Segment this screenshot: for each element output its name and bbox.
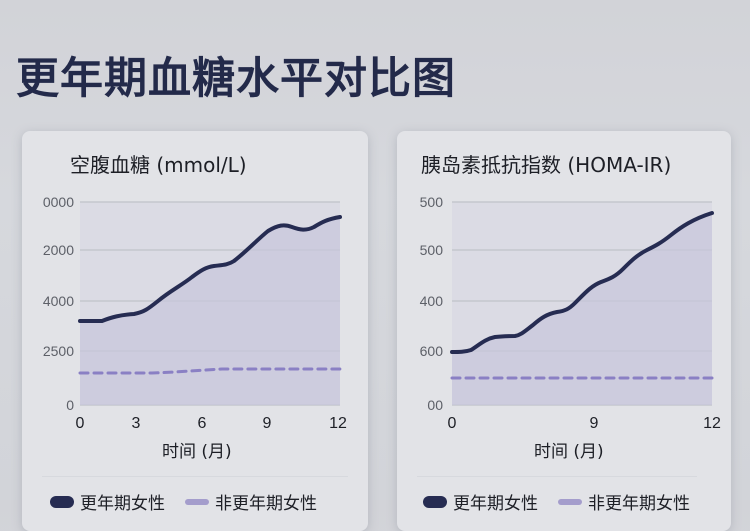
svg-text:0: 0 <box>448 415 457 432</box>
legend-item-menopause: 更年期女性 <box>50 489 165 514</box>
svg-text:12: 12 <box>329 415 347 432</box>
non-menopause-swatch-icon <box>558 498 582 505</box>
svg-text:9: 9 <box>590 415 599 432</box>
y-axis-ticks: 500 500 400 600 00 <box>420 194 444 413</box>
svg-text:4000: 4000 <box>43 293 74 309</box>
svg-text:2000: 2000 <box>43 242 74 258</box>
svg-text:3: 3 <box>132 415 141 432</box>
svg-text:600: 600 <box>420 343 444 359</box>
x-axis-ticks: 0 9 12 <box>448 415 721 432</box>
legend: 更年期女性 非更年期女性 <box>50 489 329 514</box>
chart-title: 空腹血糖 (mmol/L) <box>70 153 247 177</box>
svg-text:2500: 2500 <box>43 343 74 359</box>
svg-text:6: 6 <box>198 415 207 432</box>
fasting-glucose-chart: 0000 2000 4000 2500 0 0 3 6 9 12 <box>43 194 347 432</box>
divider <box>42 476 348 477</box>
chart-title: 胰岛素抵抗指数 (HOMA-IR) <box>421 153 672 177</box>
menopause-area <box>80 217 340 405</box>
menopause-line <box>78 215 342 323</box>
legend: 更年期女性 非更年期女性 <box>423 489 702 514</box>
menopause-line <box>450 211 714 354</box>
menopause-swatch-icon <box>50 495 74 508</box>
svg-text:12: 12 <box>703 415 721 432</box>
fasting-glucose-card: 空腹血糖 (mmol/L) 0000 2000 4000 2500 0 0 3 … <box>22 131 368 531</box>
svg-text:500: 500 <box>420 242 444 258</box>
legend-item-menopause: 更年期女性 <box>423 489 538 514</box>
legend-label: 非更年期女性 <box>588 494 690 514</box>
legend-item-non-menopause: 非更年期女性 <box>185 489 317 514</box>
svg-text:0: 0 <box>76 415 85 432</box>
x-axis-label: 时间 (月) <box>534 442 604 462</box>
page-title: 更年期血糖水平对比图 <box>16 54 456 104</box>
non-menopause-swatch-icon <box>185 498 209 505</box>
menopause-swatch-icon <box>423 495 447 508</box>
homa-ir-chart: 500 500 400 600 00 0 9 12 <box>420 194 721 432</box>
non-menopause-line <box>78 367 342 375</box>
svg-text:9: 9 <box>263 415 272 432</box>
svg-text:0: 0 <box>66 397 74 413</box>
svg-text:0000: 0000 <box>43 194 74 210</box>
homa-ir-card: 胰岛素抵抗指数 (HOMA-IR) 500 500 400 600 00 0 9… <box>397 131 731 531</box>
x-axis-label: 时间 (月) <box>162 442 232 462</box>
y-axis-ticks: 0000 2000 4000 2500 0 <box>43 194 74 413</box>
legend-label: 更年期女性 <box>80 494 165 514</box>
legend-item-non-menopause: 非更年期女性 <box>558 489 690 514</box>
x-axis-ticks: 0 3 6 9 12 <box>76 415 347 432</box>
svg-text:400: 400 <box>420 293 444 309</box>
legend-label: 更年期女性 <box>453 494 538 514</box>
svg-text:500: 500 <box>420 194 444 210</box>
legend-label: 非更年期女性 <box>215 494 317 514</box>
divider <box>417 476 697 477</box>
menopause-area <box>452 213 712 405</box>
svg-text:00: 00 <box>427 397 443 413</box>
